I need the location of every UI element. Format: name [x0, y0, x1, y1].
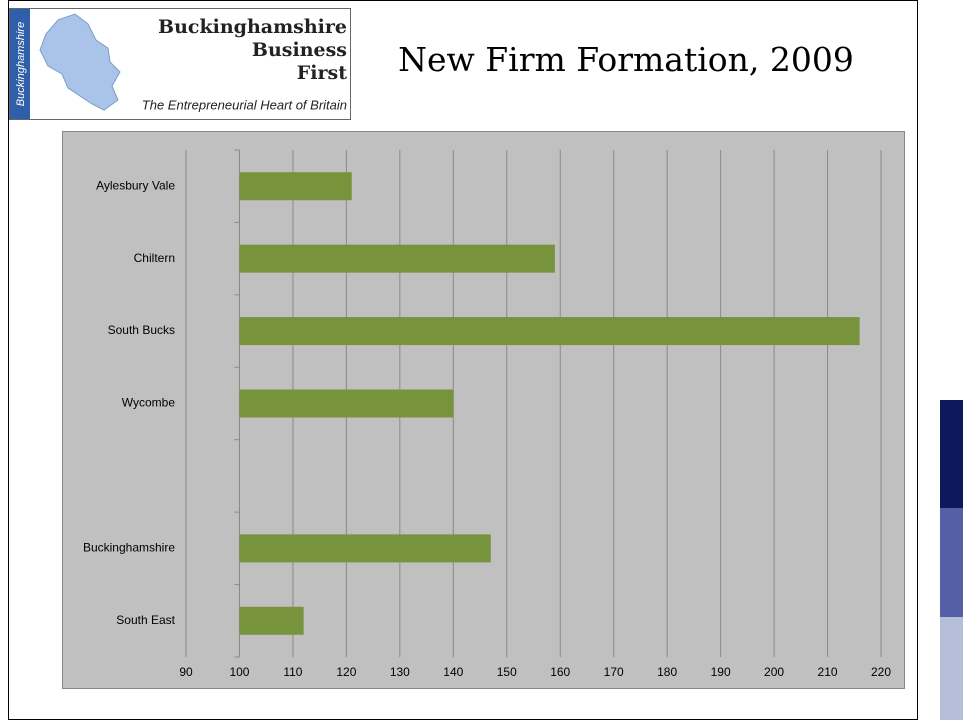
logo-strip	[10, 9, 30, 119]
x-tick-label: 150	[497, 665, 517, 679]
chart-title: New Firm Formation, 2009	[398, 40, 854, 79]
logo-map	[39, 13, 121, 111]
bar	[239, 244, 555, 273]
x-tick-label: 130	[390, 665, 410, 679]
x-tick-label: 140	[443, 665, 463, 679]
x-tick-label: 110	[283, 665, 302, 679]
x-tick-label: 220	[871, 665, 891, 679]
logo-name: Business	[252, 39, 347, 61]
bar	[239, 606, 304, 635]
y-tick-label: South Bucks	[108, 323, 175, 337]
y-tick-label: Chiltern	[134, 251, 175, 265]
accent-bar	[940, 400, 963, 508]
x-tick-label: 160	[550, 665, 570, 679]
logo-name: First	[297, 62, 347, 84]
plot: 90 100 110 120 130 140 150 160 170 180 190 200 210 22…	[83, 149, 891, 679]
x-tick-label: 170	[604, 665, 624, 679]
x-tick-label: 100	[229, 665, 249, 679]
x-tick-label: 180	[657, 665, 677, 679]
chart-area	[62, 131, 905, 689]
x-tick-label: 90	[179, 665, 193, 679]
x-tick-label: 190	[711, 665, 731, 679]
y-tick-label: Aylesbury Vale	[96, 178, 175, 192]
bar	[239, 389, 454, 418]
bar	[239, 172, 352, 201]
logo-tagline: The Entrepreneurial Heart of Britain	[142, 97, 347, 112]
accent-bar	[940, 508, 963, 617]
bar	[239, 317, 860, 346]
logo: Buckinghamshire Buckinghamshire Business…	[9, 8, 351, 120]
bar	[239, 534, 491, 563]
x-tick-label: 210	[818, 665, 838, 679]
accent-bar	[940, 617, 963, 720]
y-tick-label: Buckinghamshire	[83, 541, 175, 555]
y-tick-label: South East	[116, 613, 175, 627]
logo-name: Buckinghamshire	[158, 16, 347, 38]
y-tick-label: Wycombe	[122, 396, 176, 410]
x-tick-label: 200	[764, 665, 784, 679]
x-tick-label: 120	[336, 665, 356, 679]
logo-side-text: Buckinghamshire	[15, 22, 27, 106]
